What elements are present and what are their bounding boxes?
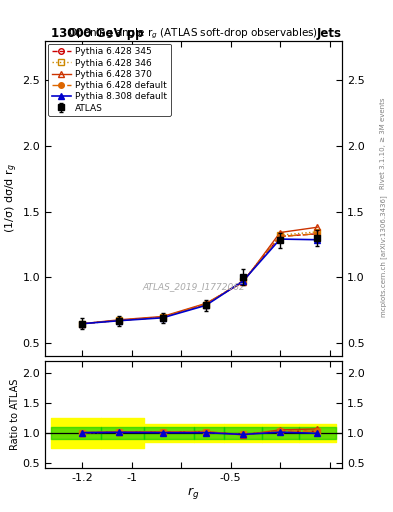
- Pythia 6.428 345: [278, 233, 283, 240]
- Pythia 6.428 default: [160, 314, 165, 320]
- Pythia 6.428 370: [117, 317, 122, 323]
- Pythia 6.428 default: [315, 231, 320, 237]
- Pythia 6.428 346: [278, 232, 283, 238]
- Legend: Pythia 6.428 345, Pythia 6.428 346, Pythia 6.428 370, Pythia 6.428 default, Pyth: Pythia 6.428 345, Pythia 6.428 346, Pyth…: [48, 44, 171, 116]
- Y-axis label: Ratio to ATLAS: Ratio to ATLAS: [10, 379, 20, 451]
- Pythia 6.428 346: [315, 229, 320, 235]
- Pythia 8.308 default: [241, 278, 245, 284]
- X-axis label: $r_g$: $r_g$: [187, 485, 200, 501]
- Y-axis label: (1/σ) dσ/d r$_g$: (1/σ) dσ/d r$_g$: [4, 163, 20, 233]
- Pythia 6.428 default: [80, 321, 84, 327]
- Pythia 6.428 default: [204, 301, 208, 307]
- Pythia 6.428 370: [80, 321, 84, 327]
- Line: Pythia 8.308 default: Pythia 8.308 default: [79, 236, 320, 327]
- Line: Pythia 6.428 345: Pythia 6.428 345: [79, 231, 320, 327]
- Pythia 6.428 346: [204, 302, 208, 308]
- Pythia 6.428 370: [160, 313, 165, 319]
- Title: Opening angle r$_g$ (ATLAS soft-drop observables): Opening angle r$_g$ (ATLAS soft-drop obs…: [68, 27, 319, 41]
- Pythia 6.428 346: [117, 317, 122, 324]
- Pythia 6.428 346: [80, 321, 84, 327]
- Text: Jets: Jets: [317, 27, 342, 40]
- Pythia 6.428 default: [241, 278, 245, 284]
- Pythia 6.428 default: [278, 233, 283, 240]
- Pythia 6.428 345: [315, 231, 320, 237]
- Pythia 6.428 370: [241, 280, 245, 286]
- Pythia 6.428 345: [160, 314, 165, 320]
- Pythia 6.428 370: [315, 224, 320, 230]
- Pythia 6.428 370: [278, 229, 283, 236]
- Pythia 6.428 345: [80, 321, 84, 327]
- Pythia 8.308 default: [315, 237, 320, 243]
- Pythia 6.428 346: [160, 314, 165, 320]
- Line: Pythia 6.428 370: Pythia 6.428 370: [79, 224, 320, 327]
- Pythia 8.308 default: [204, 302, 208, 308]
- Pythia 8.308 default: [117, 317, 122, 324]
- Line: Pythia 6.428 default: Pythia 6.428 default: [79, 231, 320, 327]
- Text: mcplots.cern.ch [arXiv:1306.3436]: mcplots.cern.ch [arXiv:1306.3436]: [380, 195, 387, 317]
- Text: ATLAS_2019_I1772062: ATLAS_2019_I1772062: [142, 282, 245, 291]
- Pythia 6.428 default: [117, 317, 122, 324]
- Pythia 8.308 default: [80, 321, 84, 327]
- Pythia 6.428 370: [204, 300, 208, 306]
- Text: Rivet 3.1.10, ≥ 3M events: Rivet 3.1.10, ≥ 3M events: [380, 98, 386, 189]
- Pythia 6.428 345: [204, 302, 208, 308]
- Pythia 8.308 default: [160, 315, 165, 321]
- Pythia 8.308 default: [278, 236, 283, 242]
- Pythia 6.428 345: [117, 317, 122, 324]
- Pythia 6.428 346: [241, 278, 245, 284]
- Text: 13000 GeV pp: 13000 GeV pp: [51, 27, 143, 40]
- Line: Pythia 6.428 346: Pythia 6.428 346: [79, 229, 320, 327]
- Pythia 6.428 345: [241, 278, 245, 284]
